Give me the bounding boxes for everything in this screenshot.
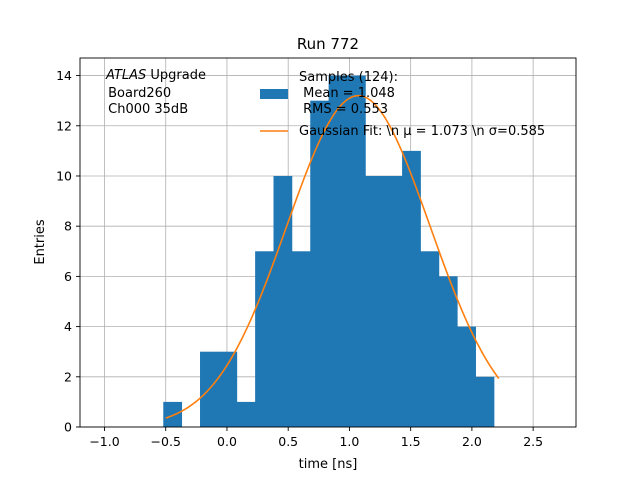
annotation-line-1: ATLAS Upgrade [105,68,206,83]
x-tick-label-0: −1.0 [89,434,119,449]
y-axis-label: Entries [33,219,48,265]
histogram-bar-7 [291,251,311,427]
legend-fit-label: Gaussian Fit: \n μ = 1.073 \n σ=0.585 [299,124,545,139]
histogram-bar-17 [475,376,495,427]
legend-histogram-line-2: Mean = 1.048 [299,86,395,101]
histogram-bar-14 [420,251,440,427]
y-tick-label-3: 6 [64,269,72,284]
histogram-bar-13 [402,150,421,427]
annotation-line-2: Board260 [104,86,171,101]
y-tick-label-1: 2 [64,369,72,384]
y-tick-label-2: 4 [64,319,72,334]
histogram-bar-15 [438,276,458,427]
x-tick-label-2: 0.0 [217,434,237,449]
x-tick-label-7: 2.5 [523,434,543,449]
x-tick-label-4: 1.0 [339,434,359,449]
annotation-line-3: Ch000 35dB [104,102,188,117]
plot-frame [79,57,577,428]
x-tick-label-1: −0.5 [151,434,181,449]
atlas-annotation: ATLAS Upgrade Board260 Ch000 35dB [104,68,206,117]
x-tick-label-5: 1.5 [401,434,421,449]
x-axis-label: time [ns] [299,457,358,472]
histogram-bar-16 [457,326,476,427]
histogram-bar-5 [255,251,274,427]
legend: Samples (124): Mean = 1.048 RMS = 0.553 … [260,70,545,139]
x-axis-ticks: −1.0 −0.5 0.0 0.5 1.0 1.5 2.0 2.5 [89,427,543,449]
x-tick-label-3: 0.5 [278,434,298,449]
histogram-bar-10 [346,75,366,428]
gaussian-fit-curve [165,94,500,419]
annotation-atlas: ATLAS [105,68,146,83]
histogram-bar-12 [383,175,403,427]
legend-histogram-swatch [260,89,288,99]
y-tick-label-7: 14 [56,68,72,83]
histogram-bar-11 [365,175,385,427]
y-tick-label-0: 0 [64,420,72,435]
legend-histogram-line-3: RMS = 0.553 [299,102,388,117]
histogram-bar-9 [328,75,348,428]
histogram-bar-8 [310,100,330,428]
y-tick-label-4: 8 [64,219,72,234]
y-axis-ticks: 0 2 4 6 8 10 12 14 [56,68,80,435]
histogram-bar-0 [163,401,183,427]
legend-histogram-line-1: Samples (124): [299,70,398,85]
histogram-bar-4 [236,401,256,427]
annotation-upgrade: Upgrade [146,68,206,83]
y-tick-label-6: 12 [56,118,72,133]
chart-title: Run 772 [297,35,359,53]
y-tick-label-5: 10 [56,168,72,183]
x-tick-label-6: 2.0 [462,434,482,449]
histogram-bar-6 [273,175,293,427]
